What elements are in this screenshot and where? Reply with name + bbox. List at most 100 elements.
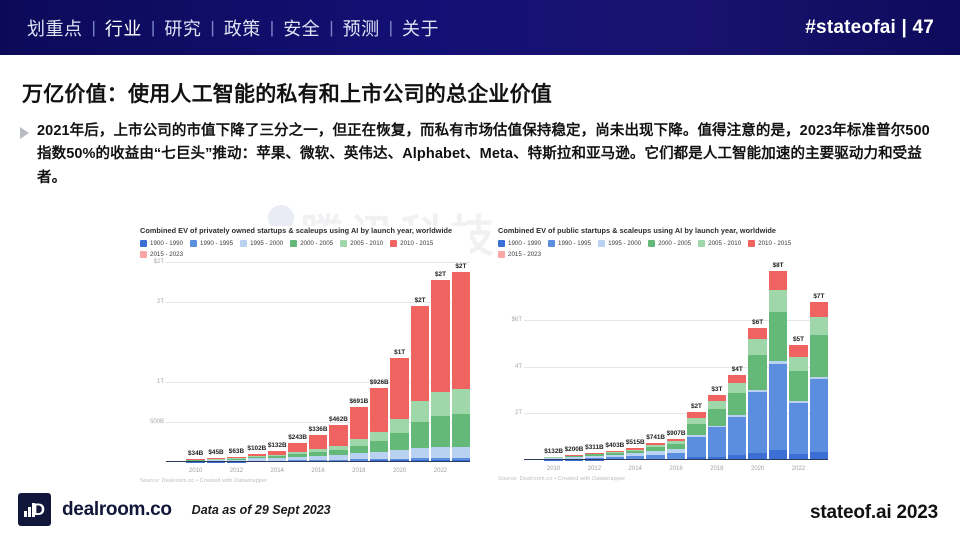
bar-value-label: $926B: [369, 378, 389, 386]
legend-swatch-icon: [340, 240, 348, 247]
legend-label: 1900 - 1990: [150, 240, 184, 247]
y-axis-tick-label: 4T: [514, 363, 522, 370]
bar-segment-3: [451, 413, 471, 447]
bar-segment-1: [748, 392, 767, 454]
bar-segment-5: [728, 375, 747, 383]
bar-segment-2: [768, 361, 788, 364]
bar-column[interactable]: $7T: [809, 262, 829, 460]
legend-item-4: 2005 - 2010: [698, 240, 741, 247]
bar-segment-2: [451, 446, 471, 459]
bar-segment-2: [268, 457, 287, 461]
bar-segment-5: [789, 344, 808, 358]
bar-column[interactable]: [166, 262, 184, 462]
bar-column[interactable]: $462B: [329, 262, 348, 462]
nav-item-2[interactable]: 研究: [164, 18, 202, 39]
bar-segment-5: [646, 442, 665, 446]
bar-segment-2: [666, 449, 686, 454]
chart-title: Combined EV of privately owned startups …: [140, 226, 453, 235]
bar-segment-3: [748, 355, 767, 391]
bar-segment-4: [206, 458, 226, 460]
chart-public-companies: Combined EV of public startups & scaleup…: [498, 226, 829, 494]
bar-column[interactable]: $3T: [707, 262, 727, 460]
bar-value-label: $132B: [544, 447, 564, 455]
bar-column[interactable]: $4T: [728, 262, 747, 460]
bar-column[interactable]: $8T: [768, 262, 788, 460]
bar-segment-2: [748, 390, 767, 393]
bar-column[interactable]: $2T: [451, 262, 471, 462]
bar-segment-3: [809, 335, 829, 378]
nav-item-3[interactable]: 政策: [223, 18, 261, 39]
x-axis-tick-label: [288, 468, 306, 474]
bar-segment-3: [370, 441, 389, 452]
bar-segment-4: [227, 457, 246, 459]
chart-source: Source: Dealroom.co • Created with Dataw…: [498, 476, 626, 482]
legend-label: 2000 - 2005: [300, 240, 334, 247]
bar-segment-3: [410, 421, 430, 449]
bar-column[interactable]: $34B: [186, 262, 205, 462]
chart-legend: 1900 - 1990 1990 - 1995 1995 - 2000 2000 - …: [498, 240, 828, 258]
bar-segment-4: [605, 451, 625, 453]
nav-item-4[interactable]: 安全: [283, 18, 321, 39]
bar-segment-2: [605, 454, 625, 458]
bar-column[interactable]: $403B: [605, 262, 625, 460]
bar-segment-2: [329, 454, 348, 460]
bar-segment-3: [206, 459, 226, 461]
bar-column[interactable]: $6T: [748, 262, 767, 460]
nav-item-6[interactable]: 关于: [402, 18, 440, 39]
bar-segment-3: [605, 452, 625, 455]
gridline-3: [166, 262, 470, 263]
x-axis-tick-label: 2020: [750, 466, 765, 472]
bar-segment-5: [666, 438, 686, 442]
bar-stack: [748, 328, 767, 460]
bar-column[interactable]: $907B: [667, 262, 685, 460]
bar-column[interactable]: $200B: [565, 262, 583, 460]
x-axis-tick-label: [452, 468, 470, 474]
bar-segment-3: [431, 415, 450, 448]
bar-column[interactable]: $926B: [369, 262, 389, 462]
bar-segment-3: [564, 456, 584, 458]
x-axis-tick-label: [606, 466, 624, 472]
bar-column[interactable]: $515B: [626, 262, 645, 460]
bar-segment-0: [707, 456, 727, 460]
bar-segment-3: [308, 452, 328, 456]
bar-column[interactable]: $1T: [390, 262, 409, 462]
bar-column[interactable]: $2T: [687, 262, 706, 460]
bar-column[interactable]: $691B: [349, 262, 368, 462]
nav-item-1[interactable]: 行业: [104, 18, 142, 39]
bar-column[interactable]: $2T: [410, 262, 430, 462]
bar-column[interactable]: $63B: [227, 262, 246, 462]
legend-label: 1990 - 1995: [200, 240, 234, 247]
bar-segment-4: [329, 445, 348, 450]
y-axis-tick-label: $6T: [511, 317, 522, 324]
bar-column[interactable]: $132B: [268, 262, 287, 462]
bar-column[interactable]: $311B: [585, 262, 604, 460]
legend-label: 2015 - 2023: [508, 251, 542, 258]
x-axis-tick-label: 2012: [229, 468, 244, 474]
bar-stack: [451, 271, 471, 462]
bar-column[interactable]: $336B: [309, 262, 327, 462]
bar-segment-1: [370, 459, 389, 461]
bar-column[interactable]: $5T: [789, 262, 808, 460]
x-axis-tick-label: 2022: [791, 466, 806, 472]
bar-column[interactable]: [524, 262, 542, 460]
bar-segment-4: [410, 401, 430, 422]
x-axis-tick-label: [646, 466, 664, 472]
legend-label: 2010 - 2015: [758, 240, 792, 247]
legend-swatch-icon: [598, 240, 606, 247]
x-axis-labels: 2010 2012 2014 2016 2018 2020 2022: [166, 468, 470, 474]
bar-column[interactable]: $2T: [431, 262, 450, 462]
bar-column[interactable]: $102B: [247, 262, 266, 462]
bar-segment-5: [626, 448, 645, 450]
bar-column[interactable]: $45B: [206, 262, 226, 462]
bar-value-label: $907B: [666, 429, 686, 437]
y-axis-tick-label: 2T: [514, 410, 522, 417]
gridline-1: [524, 366, 828, 368]
nav-item-5[interactable]: 预测: [342, 18, 380, 39]
bar-value-label: $403B: [605, 441, 625, 449]
x-axis-tick-label: 2014: [628, 466, 642, 472]
bar-column[interactable]: $132B: [544, 262, 564, 460]
bar-column[interactable]: $243B: [288, 262, 307, 462]
nav-item-0[interactable]: 划重点: [27, 18, 83, 39]
bar-stack: [809, 301, 829, 460]
bar-column[interactable]: $741B: [646, 262, 665, 460]
